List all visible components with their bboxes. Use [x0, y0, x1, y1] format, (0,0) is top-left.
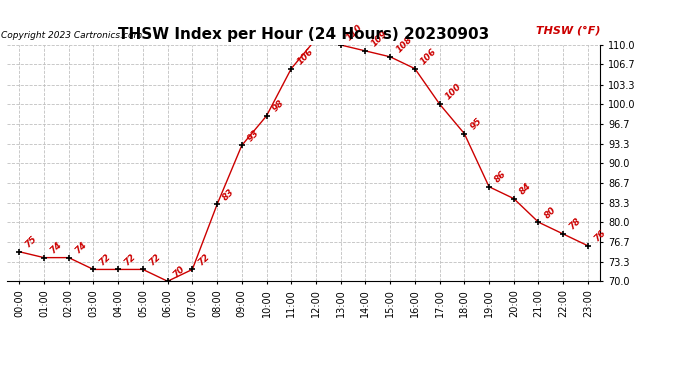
Text: 80: 80 — [542, 205, 558, 220]
Text: 75: 75 — [23, 234, 39, 249]
Text: 110: 110 — [345, 23, 364, 43]
Text: 83: 83 — [221, 187, 237, 202]
Text: 72: 72 — [147, 252, 162, 267]
Text: 74: 74 — [48, 240, 63, 255]
Text: 86: 86 — [493, 170, 509, 184]
Title: THSW Index per Hour (24 Hours) 20230903: THSW Index per Hour (24 Hours) 20230903 — [118, 27, 489, 42]
Text: 106: 106 — [419, 47, 439, 66]
Text: 72: 72 — [197, 252, 212, 267]
Text: 98: 98 — [270, 99, 286, 114]
Text: 70: 70 — [172, 264, 187, 279]
Text: 72: 72 — [97, 252, 112, 267]
Text: 95: 95 — [469, 116, 484, 131]
Text: 84: 84 — [518, 181, 533, 196]
Text: Copyright 2023 Cartronics.com: Copyright 2023 Cartronics.com — [1, 31, 142, 40]
Text: 111: 111 — [0, 374, 1, 375]
Text: 93: 93 — [246, 128, 261, 143]
Text: 109: 109 — [370, 29, 389, 49]
Text: 76: 76 — [592, 228, 607, 244]
Text: 72: 72 — [122, 252, 137, 267]
Text: 74: 74 — [73, 240, 88, 255]
Text: 108: 108 — [394, 35, 414, 55]
Text: THSW (°F): THSW (°F) — [536, 26, 600, 36]
Text: 106: 106 — [295, 47, 315, 66]
Text: 78: 78 — [567, 217, 582, 232]
Text: 100: 100 — [444, 82, 464, 102]
